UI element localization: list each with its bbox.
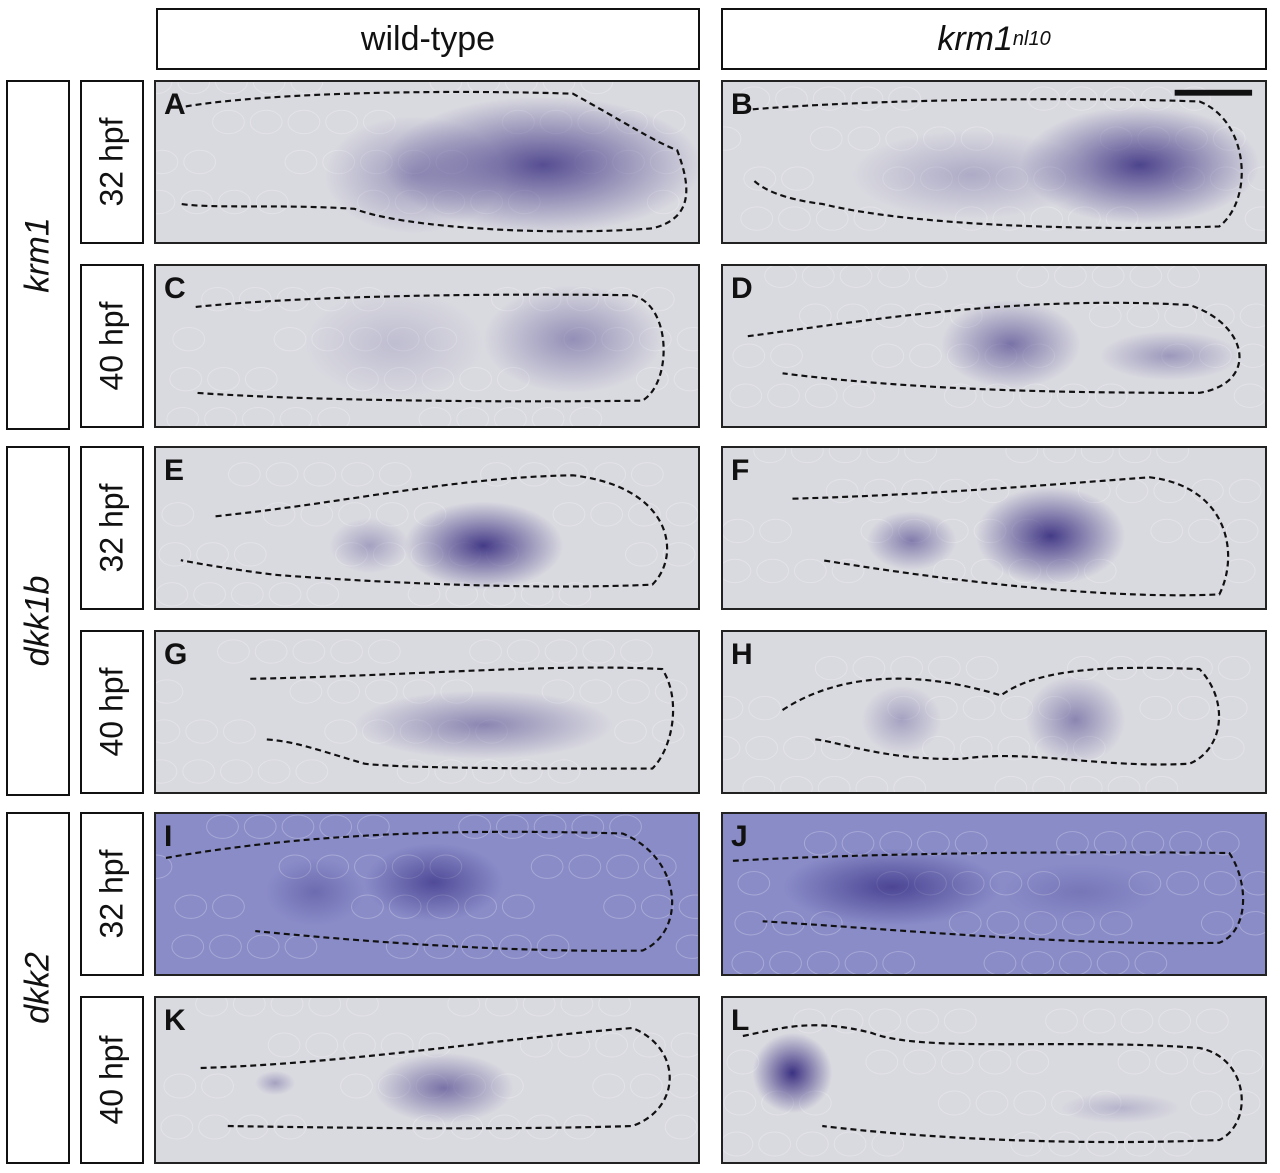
panel-label: C [164, 272, 186, 305]
micrograph-panel-j: J [721, 812, 1267, 976]
tissue-outline [732, 851, 1245, 945]
stain-region [329, 518, 410, 573]
tissue-outline [250, 666, 675, 770]
micrograph-panel-d: D [721, 264, 1267, 428]
row-label-dkk1b: dkk1b [6, 446, 70, 796]
stain-region [354, 690, 613, 759]
stain-region [1000, 862, 1160, 922]
tissue-outline [165, 830, 674, 952]
time-label: 32 hpf [80, 446, 144, 610]
micrograph-panel-h: H [721, 630, 1267, 794]
panel-label: D [731, 272, 753, 305]
time-label: 40 hpf [80, 630, 144, 794]
micrograph-image [723, 448, 1265, 608]
stain-region [976, 487, 1126, 585]
stain-region [265, 857, 365, 927]
micrograph-panel-l: L [721, 996, 1267, 1164]
stain-region [1025, 675, 1126, 764]
stain-region [364, 843, 504, 922]
scale-bar [1174, 89, 1253, 96]
panel-label: H [731, 638, 753, 671]
panel-label: G [164, 638, 188, 671]
tissue-outline [195, 293, 665, 403]
tissue-outline [781, 666, 1221, 766]
stain-region [861, 685, 942, 754]
micrograph-panel-c: C [154, 264, 700, 428]
micrograph-panel-i: I [154, 812, 700, 976]
panel-label: B [731, 88, 753, 121]
panel-label: E [164, 454, 185, 487]
micrograph-image [156, 448, 698, 608]
time-label: 40 hpf [80, 264, 144, 428]
row-label-dkk2: dkk2 [6, 812, 70, 1164]
stain-region [374, 1053, 514, 1123]
tissue-outline [747, 301, 1241, 394]
stain-region [1020, 106, 1260, 224]
micrograph-image [156, 998, 698, 1162]
micrograph-image [723, 814, 1265, 974]
tissue-outline [742, 1024, 1243, 1144]
row-label-krm1: krm1 [6, 80, 70, 430]
micrograph-panel-e: E [154, 446, 700, 610]
stain-region [1060, 1093, 1180, 1123]
column-header-label: wild-type [360, 19, 496, 58]
stain-region [752, 1033, 833, 1113]
micrograph-image [723, 82, 1265, 242]
stain-region [1100, 331, 1240, 381]
micrograph-image [723, 632, 1265, 792]
time-label: 32 hpf [80, 812, 144, 976]
panel-label: A [164, 88, 186, 121]
tissue-outline [752, 98, 1243, 230]
column-header-superscript: nl10 [1012, 27, 1051, 50]
panel-label: J [731, 820, 748, 853]
panel-label: F [731, 454, 750, 487]
stain-region [404, 501, 563, 590]
stain-region [255, 1071, 295, 1095]
time-label: 32 hpf [80, 80, 144, 244]
stain-region [866, 511, 957, 570]
stain-region [852, 130, 1091, 219]
tissue-outline [200, 1026, 671, 1130]
micrograph-image [156, 82, 698, 242]
micrograph-image [723, 266, 1265, 426]
micrograph-image [156, 266, 698, 426]
stain-region [782, 848, 1001, 927]
stain-region [941, 300, 1081, 388]
micrograph-image [723, 998, 1265, 1162]
column-header-mutant: krm1 nl10 [721, 8, 1267, 70]
micrograph-panel-b: B [721, 80, 1267, 244]
stain-region [304, 290, 484, 398]
micrograph-panel-f: F [721, 446, 1267, 610]
time-label: 40 hpf [80, 996, 144, 1164]
stain-region [324, 116, 504, 234]
panel-label: I [164, 820, 173, 853]
micrograph-image [156, 632, 698, 792]
column-header-label: krm1 [937, 19, 1013, 58]
stain-region [483, 285, 663, 393]
panel-label: K [164, 1004, 186, 1037]
micrograph-panel-g: G [154, 630, 700, 794]
column-header-wild-type: wild-type [156, 8, 700, 70]
micrograph-panel-k: K [154, 996, 700, 1164]
micrograph-image [156, 814, 698, 974]
panel-label: L [731, 1004, 750, 1037]
tissue-outline [792, 476, 1230, 597]
micrograph-panel-a: A [154, 80, 700, 244]
